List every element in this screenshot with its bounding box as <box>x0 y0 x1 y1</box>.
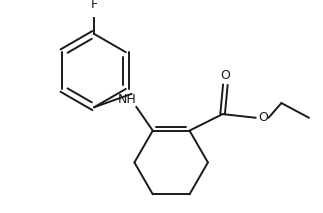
Text: O: O <box>220 69 230 82</box>
Text: O: O <box>258 111 268 124</box>
Text: NH: NH <box>118 93 136 106</box>
Text: F: F <box>90 0 98 11</box>
